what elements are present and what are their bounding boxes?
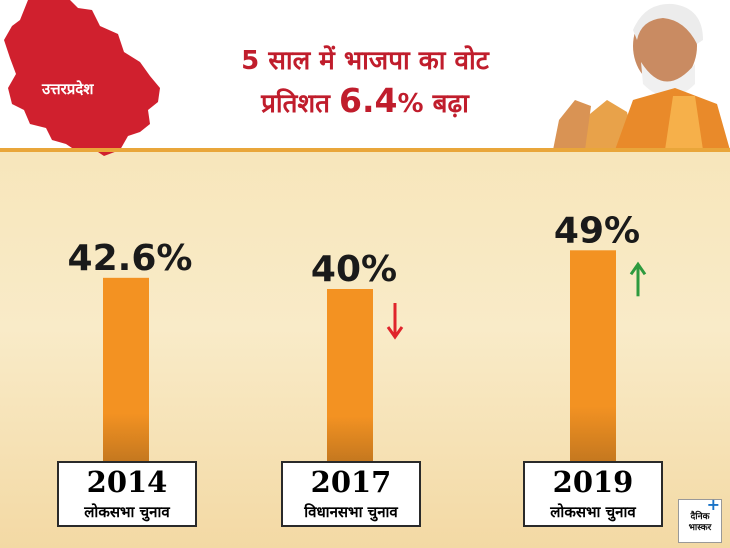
- title-prefix: प्रतिशत: [261, 89, 340, 119]
- header: उत्तरप्रदेश 5 साल में भाजपा का वोट प्रति…: [0, 0, 730, 156]
- down-arrow-icon: [386, 303, 404, 340]
- logo-line1: दैनिक: [690, 512, 710, 522]
- region-label: उत्तरप्रदेश: [42, 80, 94, 98]
- logo-plus-icon: +: [706, 495, 720, 514]
- logo-line2: भास्कर: [688, 523, 712, 533]
- value-label-2019: 49%: [554, 210, 640, 251]
- up-arrow-icon: [629, 261, 647, 297]
- leader-portrait-image: [545, 0, 730, 150]
- header-divider: [0, 148, 730, 152]
- category-label-2014: 2014 लोकसभा चुनाव: [57, 461, 197, 527]
- category-label-2017: 2017 विधानसभा चुनाव: [281, 461, 421, 527]
- bar-2019: [570, 250, 616, 461]
- bar-2014: [103, 277, 149, 461]
- bar-2017: [327, 289, 373, 461]
- category-year: 2014: [86, 465, 168, 499]
- category-label-2019: 2019 लोकसभा चुनाव: [523, 461, 663, 527]
- value-label-2017: 40%: [311, 249, 397, 290]
- category-name: लोकसभा चुनाव: [84, 503, 170, 521]
- title-line1: 5 साल में भाजपा का वोट: [241, 46, 489, 76]
- value-label-2014: 42.6%: [68, 238, 193, 279]
- category-name: विधानसभा चुनाव: [304, 503, 398, 521]
- uttar-pradesh-map-icon: [4, 0, 160, 156]
- bar-chart: 42.6% 40% 49%: [68, 210, 647, 461]
- title-line2: प्रतिशत 6.4% बढ़ा: [205, 80, 525, 125]
- category-year: 2019: [552, 465, 634, 499]
- category-name: लोकसभा चुनाव: [550, 503, 636, 521]
- title-number: 6.4: [339, 81, 398, 120]
- chart-title: 5 साल में भाजपा का वोट प्रतिशत 6.4% बढ़ा: [205, 42, 525, 125]
- title-suffix: % बढ़ा: [397, 89, 469, 119]
- category-year: 2017: [310, 465, 392, 499]
- publisher-logo: + दैनिक भास्कर: [678, 495, 722, 543]
